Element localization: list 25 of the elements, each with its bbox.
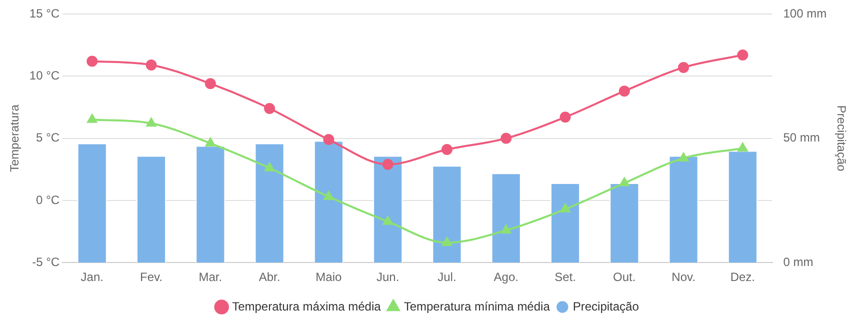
y2-tick-label: 0 mm xyxy=(783,254,814,269)
legend-label: Temperatura máxima média xyxy=(232,299,382,314)
x-tick-label: Jun. xyxy=(376,270,400,284)
x-tick-label: Dez. xyxy=(730,270,756,284)
x-tick-label: Maio xyxy=(316,270,342,284)
x-tick-label: Jan. xyxy=(80,270,104,284)
y-tick-label: 15 °C xyxy=(29,6,60,20)
y-axis-title: Temperatura xyxy=(8,104,22,172)
x-tick-label: Nov. xyxy=(672,270,696,284)
legend-label: Precipitação xyxy=(572,299,640,314)
x-tick-label: Out. xyxy=(613,270,636,284)
x-tick-label: Abr. xyxy=(258,270,280,284)
x-tick-label: Jul. xyxy=(438,270,456,284)
y2-axis-title: Precipitação xyxy=(834,105,848,172)
legend-label: Temperatura mínima média xyxy=(404,299,550,314)
x-tick-label: Fev. xyxy=(140,270,162,284)
y2-tick-label: 100 mm xyxy=(783,6,827,20)
y-tick-label: 10 °C xyxy=(29,68,60,82)
y-tick-label: 5 °C xyxy=(36,130,60,145)
x-tick-label: Set. xyxy=(554,270,576,284)
y2-tick-label: 50 mm xyxy=(783,130,820,145)
x-tick-label: Mar. xyxy=(198,270,222,284)
x-tick-label: Ago. xyxy=(494,270,518,284)
y-tick-label: -5 °C xyxy=(32,254,60,269)
y-tick-label: 0 °C xyxy=(36,192,60,207)
